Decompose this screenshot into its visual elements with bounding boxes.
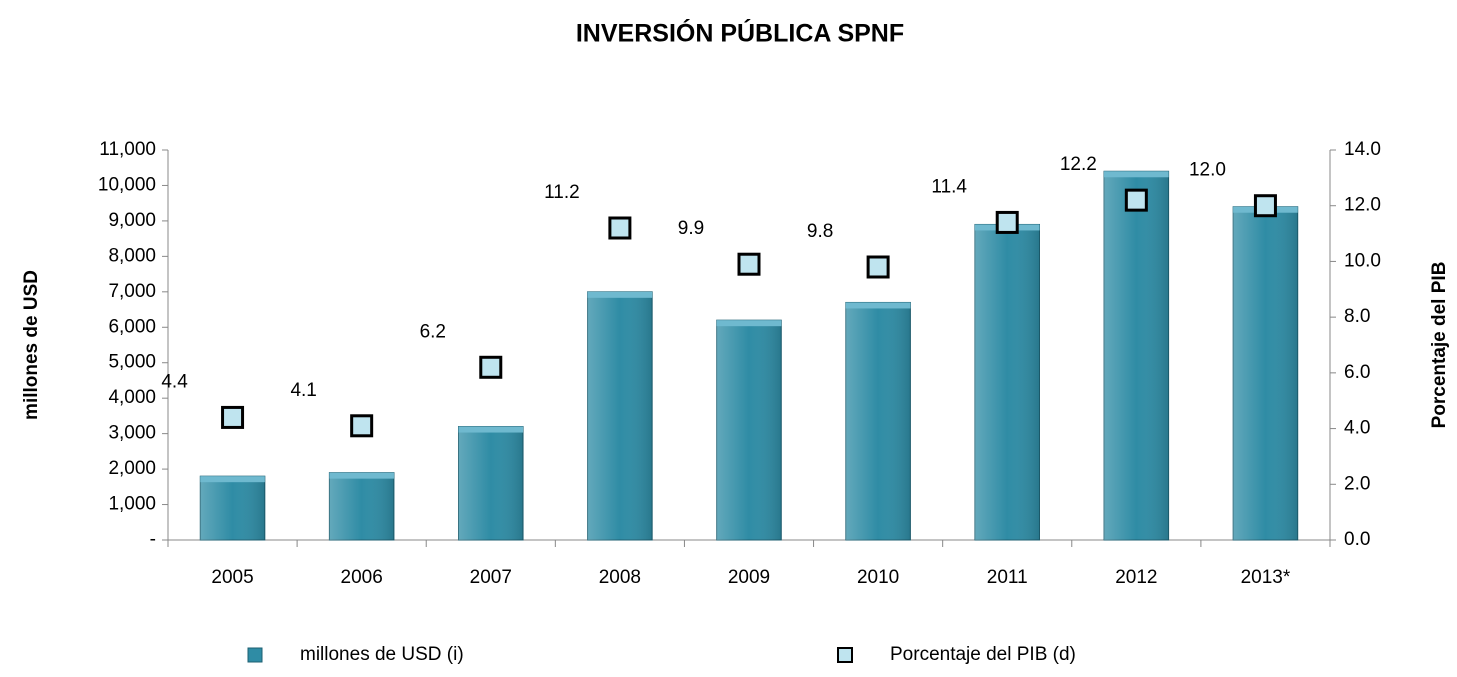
data-label: 12.0 (1189, 160, 1226, 181)
marker (866, 255, 890, 279)
bar-bevel (1104, 171, 1169, 178)
x-tick-label: 2011 (987, 567, 1028, 588)
x-tick-label: 2013* (1241, 567, 1291, 588)
y2-tick-label: 6.0 (1344, 362, 1370, 383)
data-label: 4.1 (290, 380, 316, 401)
bar-bevel (845, 302, 911, 309)
y-tick-label: 8,000 (108, 245, 156, 266)
x-tick-label: 2010 (857, 567, 899, 588)
y-tick-label: 7,000 (108, 281, 156, 302)
legend-label: Porcentaje del PIB (d) (890, 644, 1076, 665)
bar-shade (1104, 171, 1169, 541)
y2-tick-label: 14.0 (1344, 139, 1381, 160)
marker (350, 414, 374, 438)
y-tick-label: 1,000 (108, 494, 156, 515)
bar-shade (974, 224, 1040, 541)
legend-label: millones de USD (i) (300, 644, 464, 665)
legend-swatch (247, 647, 263, 663)
y-tick-label: 2,000 (108, 458, 156, 479)
marker (608, 216, 632, 240)
y-tick-label: 10,000 (98, 174, 156, 195)
bar-shade (458, 426, 524, 540)
bar-shade (329, 472, 394, 540)
y-tick-label: 11,000 (99, 139, 156, 160)
y2-tick-label: 2.0 (1344, 473, 1370, 494)
marker (1253, 194, 1277, 218)
x-tick-label: 2012 (1115, 567, 1157, 588)
y2-tick-label: 0.0 (1344, 529, 1370, 550)
chart-title: INVERSIÓN PÚBLICA SPNF (576, 18, 904, 48)
y-tick-label: 4,000 (108, 387, 156, 408)
y-tick-label: 6,000 (108, 316, 156, 337)
bar-bevel (200, 476, 265, 483)
bar-shade (1233, 206, 1298, 540)
y2-tick-label: 12.0 (1344, 195, 1381, 216)
bar-bevel (458, 426, 524, 433)
data-label: 9.8 (807, 221, 833, 242)
bar-bevel (329, 472, 394, 479)
data-label: 6.2 (420, 321, 446, 342)
y-tick-label: 3,000 (108, 423, 156, 444)
marker (221, 405, 245, 429)
y2-tick-label: 10.0 (1344, 250, 1381, 271)
marker (995, 210, 1019, 234)
bar-shade (845, 302, 911, 540)
marker (1124, 188, 1148, 212)
y2-tick-label: 4.0 (1344, 418, 1370, 439)
marker (479, 355, 503, 379)
x-tick-label: 2009 (728, 567, 770, 588)
data-label: 11.2 (544, 182, 580, 203)
x-tick-label: 2006 (341, 567, 383, 588)
bar-bevel (716, 320, 782, 327)
bar-shade (200, 476, 265, 540)
y-axis-title: millones de USD (21, 270, 42, 420)
bar-shade (587, 291, 653, 540)
bar-bevel (587, 291, 653, 298)
x-tick-label: 2007 (470, 567, 512, 588)
y-tick-label: - (150, 529, 156, 550)
data-label: 9.9 (678, 218, 704, 239)
legend-swatch (837, 647, 853, 663)
y-tick-label: 5,000 (108, 352, 156, 373)
y2-axis-title: Porcentaje del PIB (1429, 262, 1450, 429)
x-tick-label: 2008 (599, 567, 641, 588)
bar-shade (716, 320, 782, 540)
data-label: 4.4 (161, 371, 188, 392)
data-label: 12.2 (1060, 154, 1097, 175)
y2-tick-label: 8.0 (1344, 306, 1370, 327)
marker (737, 252, 761, 276)
y-tick-label: 9,000 (108, 210, 156, 231)
x-tick-label: 2005 (211, 567, 253, 588)
data-label: 11.4 (931, 176, 967, 197)
